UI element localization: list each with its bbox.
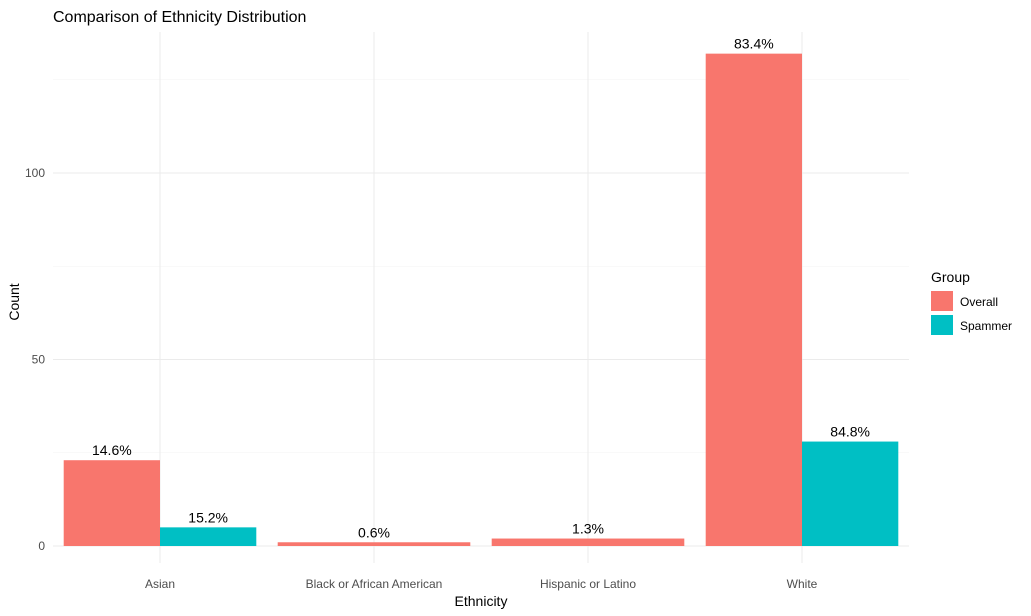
x-tick-label: Hispanic or Latino	[540, 577, 636, 591]
bar-spammer-white	[802, 441, 899, 546]
legend-label-overall: Overall	[960, 295, 998, 309]
bar-data-label: 1.3%	[572, 521, 604, 537]
bar-spammer-asian	[160, 527, 257, 546]
bar-overall-white	[705, 53, 802, 546]
bar-overall-hispanic-or-latino	[491, 538, 685, 546]
x-tick-label: White	[787, 577, 818, 591]
legend-title: Group	[931, 269, 970, 285]
x-axis-ticks: Asian Black or African American Hispanic o…	[145, 577, 818, 591]
y-axis-ticks: 0 50 100	[25, 166, 45, 553]
y-tick-label: 50	[32, 353, 46, 367]
chart-title: Comparison of Ethnicity Distribution	[53, 9, 306, 26]
bar-data-label: 15.2%	[188, 509, 228, 525]
bar-data-label: 0.6%	[358, 524, 390, 540]
bar-data-label: 14.6%	[92, 442, 132, 458]
data-labels: 14.6% 15.2% 0.6% 1.3% 83.4% 84.8%	[92, 36, 870, 541]
bar-data-label: 83.4%	[734, 36, 774, 52]
legend-key-spammer	[931, 315, 953, 335]
x-tick-label: Black or African American	[306, 577, 443, 591]
y-tick-label: 100	[25, 166, 45, 180]
y-axis-title: Count	[6, 283, 22, 320]
bar-data-label: 84.8%	[830, 424, 870, 440]
legend: Group Overall Spammer	[931, 269, 1012, 335]
bars	[63, 53, 899, 546]
bar-overall-asian	[63, 460, 161, 546]
legend-key-overall	[931, 291, 953, 311]
bar-overall-black-or-african-american	[277, 542, 471, 546]
x-tick-label: Asian	[145, 577, 175, 591]
x-axis-title: Ethnicity	[455, 593, 508, 609]
legend-label-spammer: Spammer	[960, 319, 1012, 333]
y-tick-label: 0	[38, 539, 45, 553]
